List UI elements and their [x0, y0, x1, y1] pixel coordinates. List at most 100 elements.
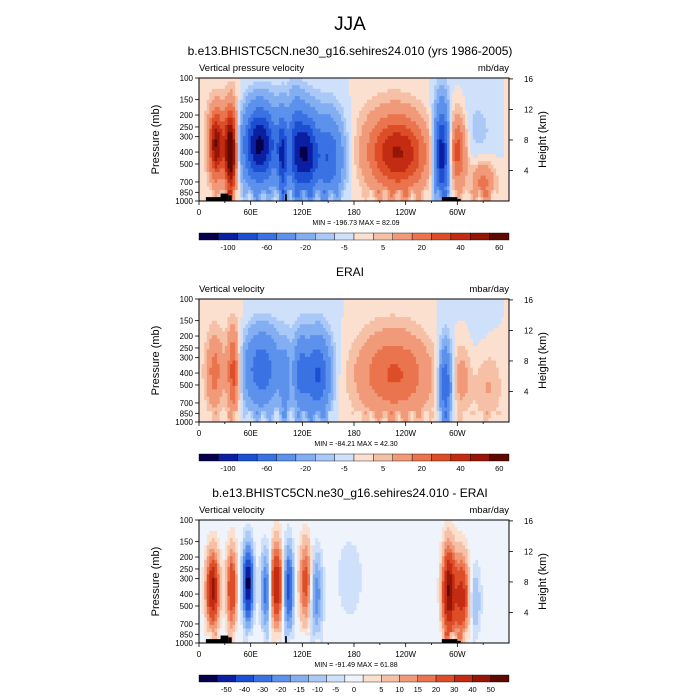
field-cell — [485, 103, 489, 108]
field-cell — [382, 81, 386, 86]
field-cell — [356, 125, 360, 130]
field-cell — [439, 132, 443, 137]
field-cell — [289, 128, 293, 133]
field-cell — [310, 132, 314, 137]
field-cell — [330, 103, 334, 108]
field-cell — [423, 153, 427, 159]
field-cell — [240, 78, 244, 83]
field-cell — [211, 88, 215, 93]
field-cell — [206, 143, 210, 148]
field-cell — [480, 139, 484, 144]
field-cell — [248, 150, 252, 155]
field-cell — [475, 153, 479, 159]
field-cell — [230, 110, 234, 115]
field-cell — [439, 78, 443, 83]
field-cell — [354, 106, 358, 112]
field-cell — [436, 106, 440, 112]
field-cell — [372, 99, 376, 104]
field-cell — [348, 85, 352, 90]
field-cell — [351, 81, 355, 86]
field-cell — [395, 121, 399, 126]
field-cell — [333, 128, 337, 133]
field-cell — [405, 96, 409, 101]
field-cell — [390, 153, 394, 159]
field-cell — [364, 150, 368, 155]
field-cell — [418, 78, 422, 83]
field-cell — [503, 88, 507, 93]
field-cell — [245, 128, 249, 133]
field-cell — [397, 110, 401, 115]
field-cell — [289, 88, 293, 93]
field-cell — [387, 125, 391, 130]
field-cell — [232, 143, 236, 148]
field-cell — [237, 92, 241, 97]
field-cell — [366, 143, 370, 148]
field-cell — [258, 85, 262, 90]
field-cell — [338, 78, 342, 83]
field-cell — [302, 85, 306, 90]
field-cell — [333, 139, 337, 144]
field-cell — [302, 114, 306, 119]
field-cell — [369, 106, 373, 112]
field-cell — [299, 117, 303, 122]
field-cell — [465, 88, 469, 93]
field-cell — [454, 121, 458, 126]
field-cell — [426, 103, 430, 108]
field-cell — [405, 132, 409, 137]
field-cell — [434, 78, 438, 83]
field-cell — [317, 85, 321, 90]
field-cell — [369, 150, 373, 155]
x-tick-label: 120E — [293, 208, 312, 217]
field-cell — [395, 132, 399, 137]
field-cell — [211, 85, 215, 90]
field-cell — [209, 106, 213, 112]
field-cell — [400, 88, 404, 93]
field-cell — [493, 96, 497, 101]
field-cell — [268, 81, 272, 86]
field-cell — [467, 110, 471, 115]
field-cell — [240, 125, 244, 130]
field-cell — [452, 153, 456, 159]
field-cell — [498, 88, 502, 93]
field-cell — [232, 110, 236, 115]
field-cell — [421, 128, 425, 133]
field-cell — [224, 96, 228, 101]
field-cell — [416, 153, 420, 159]
field-cell — [441, 88, 445, 93]
field-cell — [330, 139, 334, 144]
field-cell — [292, 135, 296, 140]
field-cell — [237, 125, 241, 130]
field-cell — [441, 143, 445, 148]
field-cell — [416, 150, 420, 155]
field-cell — [240, 128, 244, 133]
field-cell — [204, 117, 208, 122]
field-cell — [459, 143, 463, 148]
field-cell — [413, 150, 417, 155]
field-cell — [232, 125, 236, 130]
field-cell — [364, 132, 368, 137]
field-cell — [503, 143, 507, 148]
field-cell — [431, 139, 435, 144]
field-cell — [467, 99, 471, 104]
field-cell — [465, 85, 469, 90]
field-cell — [201, 85, 205, 90]
field-cell — [475, 78, 479, 83]
field-cell — [297, 139, 301, 144]
field-cell — [204, 143, 208, 148]
field-cell — [387, 110, 391, 115]
field-cell — [454, 150, 458, 155]
field-cell — [485, 143, 489, 148]
field-cell — [397, 114, 401, 119]
field-cell — [323, 92, 327, 97]
field-cell — [397, 117, 401, 122]
field-cell — [501, 85, 505, 90]
field-cell — [467, 139, 471, 144]
field-cell — [480, 85, 484, 90]
field-cell — [320, 150, 324, 155]
field-cell — [366, 121, 370, 126]
field-cell — [493, 128, 497, 133]
field-cell — [281, 143, 285, 148]
field-cell — [255, 150, 259, 155]
field-cell — [224, 143, 228, 148]
field-cell — [493, 139, 497, 144]
